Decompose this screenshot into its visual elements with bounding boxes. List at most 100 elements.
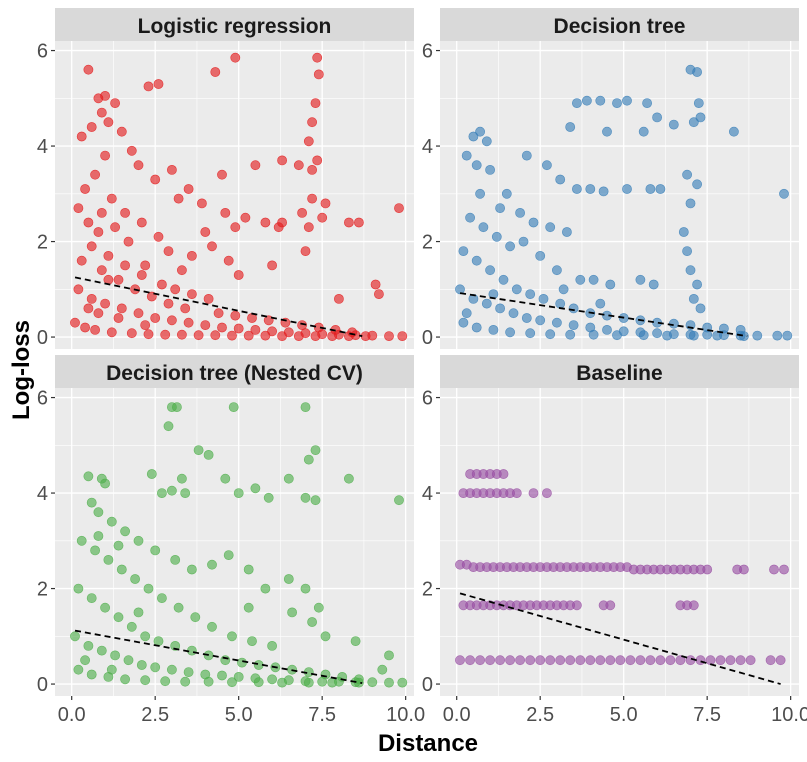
data-point (100, 91, 110, 101)
data-point (83, 641, 94, 651)
data-point (113, 540, 124, 551)
data-point (645, 655, 656, 666)
y-tick-label: 0 (422, 674, 433, 696)
y-tick-label: 2 (37, 579, 48, 601)
data-point (143, 81, 154, 92)
data-point (307, 117, 317, 128)
data-point (475, 126, 485, 137)
data-point (317, 212, 328, 223)
data-point (73, 284, 84, 295)
panel-strip (440, 355, 799, 388)
data-point (588, 274, 599, 285)
data-point (213, 308, 224, 319)
data-point (565, 655, 576, 666)
y-tick-label: 2 (422, 232, 433, 254)
data-point (80, 184, 90, 194)
x-tick-label: 10.0 (386, 704, 425, 726)
data-point (250, 324, 261, 335)
data-point (739, 331, 749, 341)
y-tick-label: 2 (422, 579, 433, 601)
x-tick-label: 5.0 (225, 704, 253, 726)
data-point (481, 136, 492, 147)
data-point (230, 52, 241, 63)
data-point (665, 655, 676, 666)
data-point (605, 655, 616, 666)
data-point (565, 329, 576, 340)
data-point (782, 330, 793, 341)
data-point (153, 79, 164, 89)
y-tick-label: 6 (422, 388, 433, 410)
data-point (277, 677, 287, 688)
plot-background (55, 388, 414, 696)
data-point (508, 308, 519, 319)
panel: Decision tree (Nested CV) 0 2 4 6 0.0 2.5 5.0 7.… (37, 355, 425, 726)
data-point (80, 322, 90, 333)
data-point (307, 164, 317, 175)
data-point (384, 677, 394, 688)
data-point (86, 241, 97, 252)
data-point (83, 64, 94, 75)
data-point (160, 676, 171, 687)
y-tick-label: 6 (37, 41, 48, 63)
data-point (277, 331, 287, 341)
data-point (535, 315, 546, 326)
data-point (233, 672, 244, 682)
data-point (605, 279, 616, 290)
data-point (96, 207, 107, 218)
data-point (555, 655, 566, 666)
data-point (662, 330, 672, 341)
data-point (193, 445, 204, 455)
data-point (535, 250, 546, 261)
data-point (240, 212, 251, 223)
data-point (495, 655, 505, 666)
data-point (312, 155, 323, 166)
data-point (260, 583, 271, 594)
data-point (186, 250, 197, 261)
data-point (625, 655, 636, 666)
data-point (495, 303, 505, 314)
data-point (176, 329, 187, 340)
data-point (106, 327, 117, 338)
data-point (90, 169, 100, 180)
data-point (692, 279, 702, 290)
data-point (227, 677, 237, 688)
data-point (86, 497, 97, 508)
data-point (140, 675, 151, 686)
data-point (505, 241, 515, 252)
data-point (163, 421, 174, 432)
data-point (692, 179, 702, 190)
data-point (635, 274, 646, 285)
y-tick-label: 0 (37, 674, 48, 696)
y-tick-label: 6 (37, 388, 48, 410)
data-point (303, 677, 314, 688)
data-point (458, 246, 469, 256)
data-point (612, 98, 622, 108)
data-point (113, 313, 124, 323)
data-point (100, 478, 110, 489)
x-tick-label: 2.5 (526, 704, 554, 726)
data-point (287, 607, 297, 618)
panels-layer: Logistic regression 0 2 4 6 Decision tree 0 2 4 6… (37, 8, 807, 726)
data-point (100, 602, 110, 613)
data-point (769, 564, 779, 575)
data-point (735, 655, 746, 666)
data-point (598, 186, 609, 197)
data-point (217, 169, 227, 180)
data-point (110, 650, 120, 661)
trend-line (459, 592, 781, 685)
data-point (327, 677, 338, 688)
data-point (116, 303, 127, 314)
data-point (156, 593, 167, 603)
data-point (498, 469, 509, 479)
data-point (183, 317, 194, 328)
data-point (377, 664, 388, 675)
data-point (558, 284, 569, 295)
plot-background (440, 41, 799, 349)
data-point (343, 473, 354, 484)
data-point (230, 222, 241, 233)
data-point (525, 655, 536, 666)
data-point (471, 322, 482, 333)
data-point (123, 236, 134, 247)
data-point (183, 184, 194, 194)
data-point (90, 545, 100, 556)
